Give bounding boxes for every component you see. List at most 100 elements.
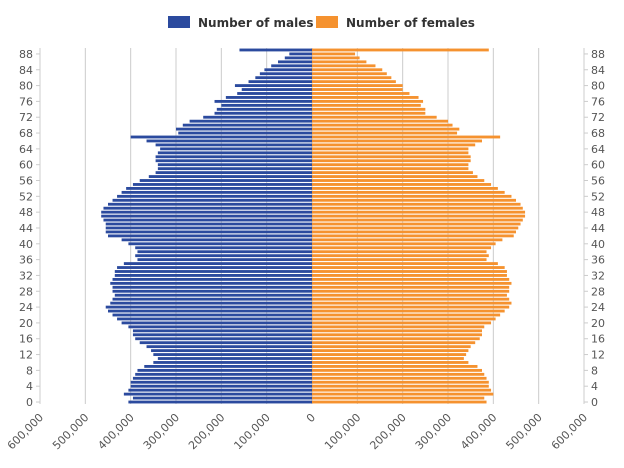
bar-male-age-75: [221, 103, 312, 107]
bar-female-age-43: [312, 230, 516, 234]
x-tick-label: 200,000: [186, 411, 227, 452]
bar-male-age-41: [121, 238, 312, 242]
bar-male-age-88: [289, 52, 312, 56]
bar-male-age-72: [203, 115, 312, 119]
bar-female-age-63: [312, 151, 469, 155]
x-tick-label: 600,000: [549, 411, 590, 452]
bar-male-age-77: [225, 96, 312, 99]
bar-male-age-31: [112, 277, 313, 281]
bar-male-age-27: [114, 293, 312, 297]
bar-female-age-54: [312, 186, 498, 190]
bar-female-age-23: [312, 309, 505, 313]
y-tick-label-left: 48: [19, 206, 33, 219]
bar-female-age-89: [312, 48, 489, 52]
y-tick-label-left: 8: [26, 364, 33, 377]
bar-male-age-15: [139, 341, 312, 345]
bar-female-age-68: [312, 131, 458, 135]
bar-female-age-30: [312, 281, 512, 285]
y-tick-label-left: 36: [19, 254, 33, 267]
y-tick-label-left: 16: [19, 333, 33, 346]
bar-female-age-13: [312, 349, 469, 353]
legend-swatch-females: [316, 16, 338, 28]
bar-female-age-6: [312, 376, 487, 380]
bar-male-age-29: [112, 285, 313, 289]
bar-male-age-43: [105, 230, 312, 234]
bars: [101, 48, 526, 404]
bar-female-age-51: [312, 198, 516, 202]
bar-female-age-72: [312, 115, 437, 119]
bar-male-age-54: [126, 186, 312, 190]
legend-label-females: Number of females: [346, 16, 475, 30]
bar-female-age-58: [312, 171, 473, 175]
bar-female-age-10: [312, 361, 469, 364]
bar-female-age-74: [312, 107, 426, 111]
bar-female-age-15: [312, 341, 476, 345]
bar-male-age-86: [278, 60, 312, 64]
bar-female-age-27: [312, 293, 507, 297]
y-tick-label-left: 84: [19, 64, 33, 77]
bar-female-age-62: [312, 155, 471, 159]
y-tick-label-right: 64: [591, 143, 605, 156]
y-tick-label-right: 20: [591, 317, 605, 330]
bar-male-age-87: [284, 56, 312, 60]
bar-male-age-60: [157, 163, 312, 167]
bar-female-age-38: [312, 250, 487, 254]
bar-female-age-46: [312, 218, 523, 222]
bar-female-age-77: [312, 96, 419, 99]
bar-male-age-61: [155, 159, 312, 163]
bar-male-age-37: [135, 254, 312, 258]
bar-female-age-31: [312, 277, 510, 281]
bar-female-age-57: [312, 175, 478, 178]
y-tick-label-right: 48: [591, 206, 605, 219]
bar-male-age-36: [137, 258, 312, 262]
y-tick-label-right: 28: [591, 285, 605, 298]
bar-male-age-76: [214, 99, 312, 103]
bar-male-age-9: [144, 364, 312, 368]
bar-female-age-7: [312, 372, 485, 376]
y-axis-right: 8884807672686460565248444036322824201612…: [584, 48, 605, 409]
bar-male-age-13: [151, 349, 312, 353]
bar-female-age-25: [312, 301, 512, 305]
bar-male-age-18: [132, 329, 312, 333]
bar-male-age-47: [101, 214, 312, 218]
bar-male-age-78: [237, 92, 312, 95]
bar-male-age-39: [135, 246, 312, 250]
bar-female-age-49: [312, 206, 523, 210]
bar-female-age-48: [312, 210, 526, 214]
y-tick-label-right: 72: [591, 111, 605, 124]
bar-male-age-0: [128, 400, 312, 404]
bar-male-age-52: [117, 194, 312, 198]
y-tick-label-left: 52: [19, 190, 33, 203]
bar-male-age-28: [112, 289, 313, 293]
bar-male-age-48: [101, 210, 312, 214]
y-tick-label-left: 72: [19, 111, 33, 124]
bar-male-age-67: [130, 135, 312, 139]
bar-male-age-50: [108, 202, 312, 206]
y-tick-label-right: 32: [591, 269, 605, 282]
bar-male-age-55: [132, 183, 312, 186]
bar-male-age-6: [132, 376, 312, 380]
bar-female-age-45: [312, 222, 521, 226]
bar-male-age-59: [157, 167, 312, 171]
x-tick-label: 300,000: [141, 411, 182, 452]
bar-male-age-8: [137, 368, 312, 372]
bar-female-age-59: [312, 167, 469, 171]
bar-female-age-60: [312, 163, 469, 167]
legend-swatch-males: [168, 16, 190, 28]
bar-female-age-18: [312, 329, 482, 333]
bar-female-age-83: [312, 72, 387, 76]
bar-male-age-69: [176, 127, 312, 131]
bar-male-age-71: [189, 119, 312, 123]
bar-female-age-67: [312, 135, 501, 139]
bar-female-age-11: [312, 357, 464, 360]
y-axis-left: 8884807672686460565248444036322824201612…: [19, 48, 40, 409]
bar-female-age-9: [312, 364, 478, 368]
bar-female-age-85: [312, 64, 376, 68]
bar-male-age-19: [128, 325, 312, 329]
bar-female-age-61: [312, 159, 471, 163]
gridlines: [39, 48, 585, 404]
y-tick-label-left: 20: [19, 317, 33, 330]
bar-female-age-66: [312, 139, 482, 143]
bar-female-age-8: [312, 368, 482, 372]
